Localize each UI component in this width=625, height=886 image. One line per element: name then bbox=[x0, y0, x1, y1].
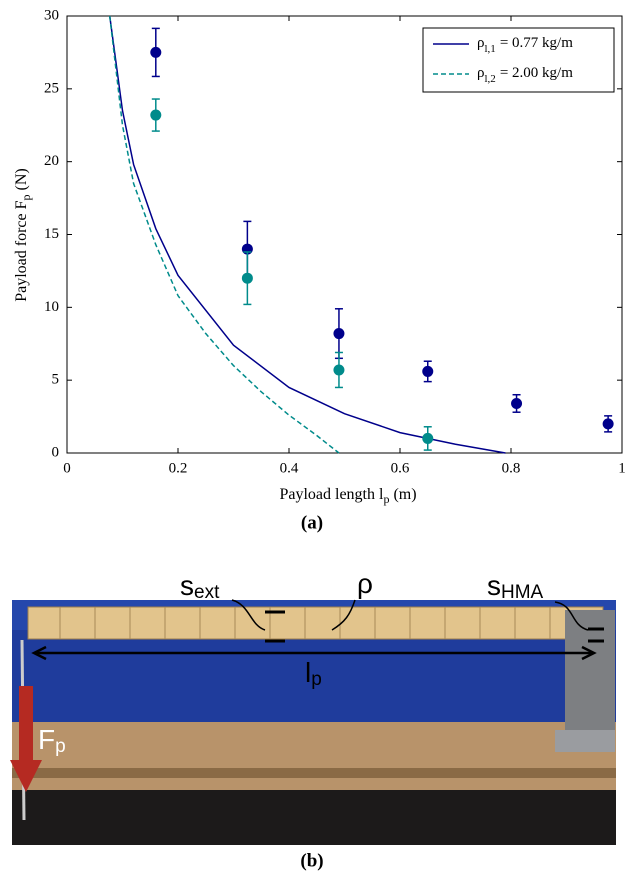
x-tick-label: 0.6 bbox=[391, 460, 410, 476]
photo-label-sub: p bbox=[311, 669, 322, 690]
length-arrow bbox=[31, 645, 597, 661]
pointer-arrows bbox=[231, 599, 589, 631]
x-axis-label: Payload length lp (m) bbox=[279, 486, 416, 506]
floor bbox=[12, 790, 616, 845]
table bbox=[12, 722, 616, 792]
photo-label: sext bbox=[180, 570, 220, 603]
legend-label-main: ρ bbox=[477, 65, 485, 81]
y-axis-label-sub: p bbox=[19, 194, 33, 200]
x-axis-label-sub: p bbox=[383, 492, 389, 506]
y-tick-label: 5 bbox=[52, 372, 60, 388]
vise bbox=[565, 610, 615, 750]
data-point bbox=[333, 364, 345, 376]
panel-label: (a) bbox=[301, 512, 323, 533]
model-curve bbox=[108, 15, 506, 454]
table-edge bbox=[12, 768, 616, 778]
vise-base bbox=[555, 730, 615, 752]
data-point bbox=[150, 109, 162, 121]
data-point bbox=[602, 418, 614, 430]
legend-label: ρl,1 = 0.77 kg/m bbox=[477, 35, 573, 54]
photo-label-sub: p bbox=[55, 736, 66, 757]
x-tick-label: 0.8 bbox=[502, 460, 521, 476]
data-point bbox=[511, 397, 523, 409]
data-point bbox=[422, 365, 434, 377]
x-tick-label: 0.2 bbox=[169, 460, 188, 476]
photo-label: sHMA bbox=[487, 570, 544, 603]
x-axis-label-after: (m) bbox=[393, 486, 416, 503]
thickness-marks bbox=[265, 610, 604, 643]
legend-label-sub: l,1 bbox=[485, 43, 496, 55]
photo-label: Fp bbox=[38, 724, 66, 757]
model-curve bbox=[108, 15, 340, 454]
y-tick-label: 30 bbox=[44, 7, 59, 23]
photo-label-sub: HMA bbox=[501, 582, 544, 603]
y-axis-label: Payload force Fp (N) bbox=[13, 168, 33, 302]
y-tick-label: 20 bbox=[44, 153, 59, 169]
y-axis-label-main: Payload force F bbox=[13, 200, 30, 301]
beam-segments bbox=[59, 607, 551, 639]
photo-label-sub: ext bbox=[194, 582, 220, 603]
legend-label-after: = 0.77 kg/m bbox=[500, 35, 573, 51]
x-tick-label: 0 bbox=[63, 460, 71, 476]
photo bbox=[10, 599, 616, 845]
panel-label: (b) bbox=[300, 850, 323, 871]
photo-label: lp bbox=[305, 657, 322, 690]
legend-label: ρl,2 = 2.00 kg/m bbox=[477, 65, 573, 84]
y-tick-label: 25 bbox=[44, 80, 59, 96]
data-point bbox=[422, 432, 434, 444]
x-tick-label: 0.4 bbox=[280, 460, 299, 476]
y-tick-label: 0 bbox=[52, 444, 60, 460]
photo-label: ρ bbox=[357, 568, 373, 599]
y-tick-label: 10 bbox=[44, 299, 59, 315]
legend-label-after: = 2.00 kg/m bbox=[500, 65, 573, 81]
y-axis-label-after: (N) bbox=[13, 168, 30, 190]
legend-label-sub: l,2 bbox=[485, 73, 496, 85]
legend-box bbox=[422, 27, 615, 93]
photo-label-main: F bbox=[38, 724, 55, 755]
data-point bbox=[333, 328, 345, 340]
beam bbox=[27, 606, 604, 640]
force-arrow-head bbox=[10, 760, 42, 792]
photo-label-main: s bbox=[180, 570, 194, 601]
data-point bbox=[150, 46, 162, 58]
y-tick-label: 15 bbox=[44, 226, 59, 242]
data-point bbox=[241, 272, 253, 284]
force-arrow bbox=[19, 686, 33, 762]
legend-label-main: ρ bbox=[477, 35, 485, 51]
photo-label-main: s bbox=[487, 570, 501, 601]
photo-label-main: ρ bbox=[357, 568, 373, 599]
x-tick-label: 1 bbox=[618, 460, 625, 476]
photo-label-main: l bbox=[305, 657, 311, 688]
x-axis-label-main: Payload length l bbox=[279, 486, 384, 503]
